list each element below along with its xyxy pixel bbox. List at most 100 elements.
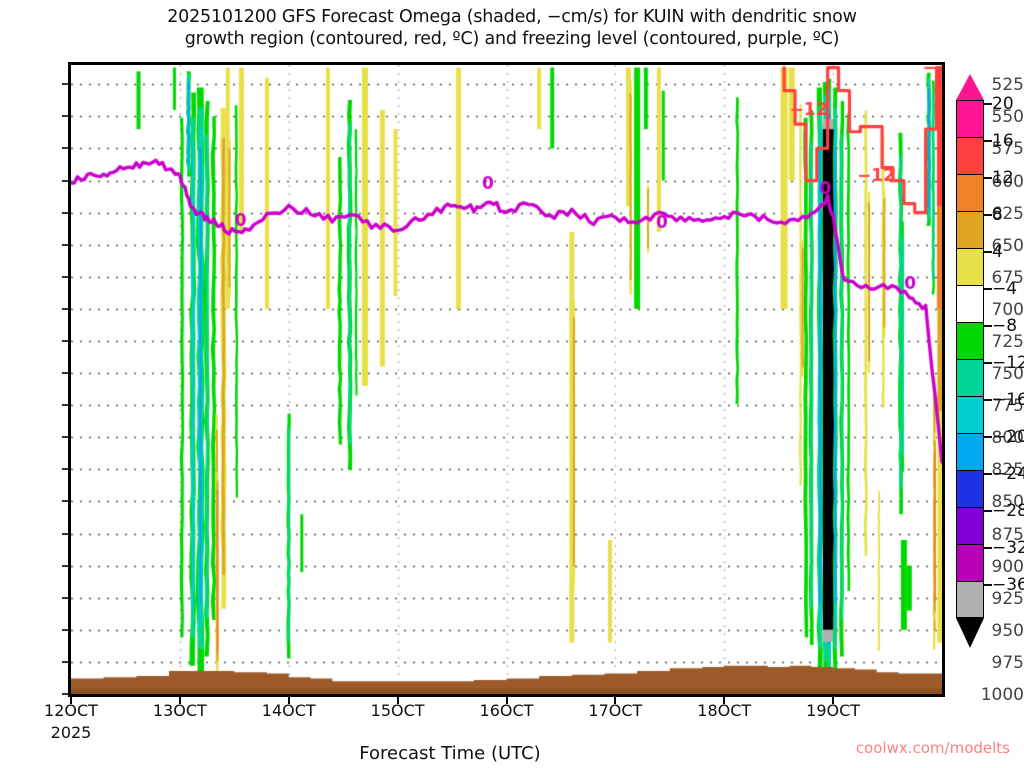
colorbar-label: −4 — [992, 279, 1018, 299]
colorbar-label: 8 — [992, 205, 1003, 225]
chart-title-line1: 2025101200 GFS Forecast Omega (shaded, −… — [167, 7, 857, 27]
colorbar-swatch — [956, 322, 984, 359]
y-axis-label: 700 — [991, 299, 1024, 320]
y-axis-tick — [62, 564, 68, 567]
y-axis-tick — [62, 211, 68, 214]
y-axis-label: 575 — [991, 139, 1024, 160]
y-axis-tick — [62, 275, 68, 278]
y-axis-label: 875 — [991, 524, 1024, 545]
x-axis-title: Forecast Time (UTC) — [359, 743, 541, 764]
y-axis-label: 775 — [991, 396, 1024, 417]
y-axis-tick — [62, 532, 68, 535]
colorbar-swatch — [956, 359, 984, 396]
x-axis-tick — [723, 697, 726, 704]
chart-title: 2025101200 GFS Forecast Omega (shaded, −… — [0, 6, 1024, 50]
y-axis-tick — [62, 179, 68, 182]
colorbar-swatch — [956, 470, 984, 507]
y-axis-label: 925 — [991, 588, 1024, 609]
y-axis-tick — [62, 339, 68, 342]
colorbar-label: −32 — [992, 538, 1024, 558]
y-axis-label: 650 — [991, 235, 1024, 256]
colorbar-swatch — [956, 137, 984, 174]
x-axis-label: 19OCT — [806, 701, 861, 720]
colorbar-label: −28 — [992, 501, 1024, 521]
x-axis-label: 16OCT — [479, 701, 534, 720]
y-axis-label: 975 — [991, 652, 1024, 673]
y-axis-tick — [62, 83, 68, 86]
colorbar-swatch — [956, 174, 984, 211]
plot-canvas-wrap — [71, 65, 942, 694]
colorbar-swatch — [956, 211, 984, 248]
colorbar-tick — [984, 399, 992, 401]
y-axis-label: 550 — [991, 107, 1024, 128]
x-axis-tick — [832, 697, 835, 704]
y-axis-tick — [62, 468, 68, 471]
credit-watermark: coolwx.com/modelts — [855, 739, 1010, 757]
x-axis-tick — [505, 697, 508, 704]
x-axis-label: 14OCT — [261, 701, 316, 720]
colorbar-label: −20 — [992, 427, 1024, 447]
colorbar — [956, 100, 984, 618]
x-axis-label: 12OCT — [44, 701, 98, 720]
colorbar-tick — [984, 251, 992, 253]
colorbar-tick — [984, 288, 992, 290]
x-axis-tick — [178, 697, 181, 704]
colorbar-tick — [984, 140, 992, 142]
colorbar-tick — [984, 214, 992, 216]
y-axis-tick — [62, 243, 68, 246]
y-axis-tick — [62, 628, 68, 631]
colorbar-tick — [984, 177, 992, 179]
y-axis-label: 675 — [991, 267, 1024, 288]
chart-title-line2: growth region (contoured, red, ºC) and f… — [184, 29, 840, 49]
x-axis-label: 18OCT — [697, 701, 752, 720]
colorbar-tick — [984, 325, 992, 327]
y-axis-tick — [62, 500, 68, 503]
colorbar-label: 4 — [992, 242, 1003, 262]
y-axis-label: 950 — [991, 620, 1024, 641]
colorbar-label: 12 — [992, 168, 1014, 188]
x-axis-tick — [614, 697, 617, 704]
y-axis-tick — [62, 660, 68, 663]
x-axis-label: 15OCT — [370, 701, 425, 720]
y-axis-label: 900 — [991, 556, 1024, 577]
omega-heatmap-canvas — [71, 65, 942, 694]
x-axis-tick — [287, 697, 290, 704]
colorbar-under-arrow — [956, 618, 984, 648]
x-axis-tick — [396, 697, 399, 704]
colorbar-label: −24 — [992, 464, 1024, 484]
y-axis-tick — [62, 372, 68, 375]
colorbar-label: −36 — [992, 575, 1024, 595]
y-axis-label: 625 — [991, 203, 1024, 224]
x-axis-tick — [70, 697, 72, 704]
colorbar-swatch — [956, 544, 984, 581]
y-axis-tick — [62, 693, 68, 695]
y-axis-label: 800 — [991, 428, 1024, 449]
y-axis-label: 1000 — [980, 685, 1024, 705]
y-axis-tick — [62, 436, 68, 439]
colorbar-swatch — [956, 507, 984, 544]
y-axis-label: 850 — [991, 492, 1024, 513]
colorbar-label: −16 — [992, 390, 1024, 410]
colorbar-swatch — [956, 396, 984, 433]
colorbar-tick — [984, 473, 992, 475]
plot-area — [68, 62, 945, 697]
colorbar-over-arrow — [956, 74, 984, 100]
y-axis-tick — [62, 307, 68, 310]
colorbar-label: 20 — [992, 94, 1014, 114]
colorbar-label: −12 — [992, 353, 1024, 373]
y-axis-tick — [62, 404, 68, 407]
y-axis-label: 525 — [991, 75, 1024, 96]
x-axis-label: 17OCT — [588, 701, 643, 720]
y-axis-label: 725 — [991, 331, 1024, 352]
y-axis-label: 750 — [991, 364, 1024, 385]
colorbar-swatch — [956, 285, 984, 322]
x-axis-label: 13OCT — [152, 701, 207, 720]
colorbar-tick — [984, 584, 992, 586]
x-axis-year-label: 2025 — [50, 723, 92, 742]
colorbar-swatch — [956, 100, 984, 137]
colorbar-swatch — [956, 248, 984, 285]
colorbar-label: 16 — [992, 131, 1014, 151]
y-axis-label: 825 — [991, 460, 1024, 481]
colorbar-tick — [984, 436, 992, 438]
